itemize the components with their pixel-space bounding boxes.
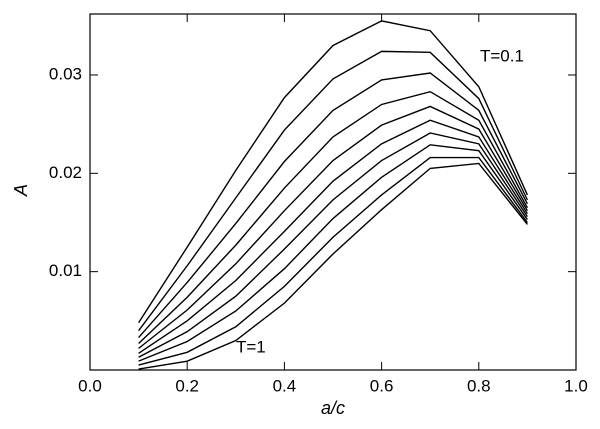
y-tick-label: 0.03 [49, 64, 82, 83]
x-tick-label: 0.8 [467, 376, 491, 395]
series-line [138, 156, 528, 366]
series-line [138, 132, 528, 358]
x-tick-label: 0.4 [273, 376, 297, 395]
series-line [138, 144, 528, 362]
series-line [138, 50, 529, 332]
plot-frame [89, 13, 577, 371]
annotation: T=1 [236, 337, 266, 356]
annotation: T=0.1 [480, 46, 524, 65]
x-tick-label: 1.0 [564, 376, 588, 395]
x-axis-title: a/c [321, 398, 345, 418]
y-tick-label: 0.01 [49, 261, 82, 280]
series-line [138, 20, 529, 324]
series-line [138, 162, 528, 370]
series-line [138, 72, 529, 339]
series-line [138, 105, 529, 349]
series-line [138, 119, 528, 354]
x-tick-label: 0.2 [175, 376, 199, 395]
y-tick-label: 0.02 [49, 163, 82, 182]
y-axis-title: A [11, 184, 31, 197]
x-tick-label: 0.6 [370, 376, 394, 395]
series-line [138, 90, 529, 344]
x-tick-label: 0.0 [78, 376, 102, 395]
